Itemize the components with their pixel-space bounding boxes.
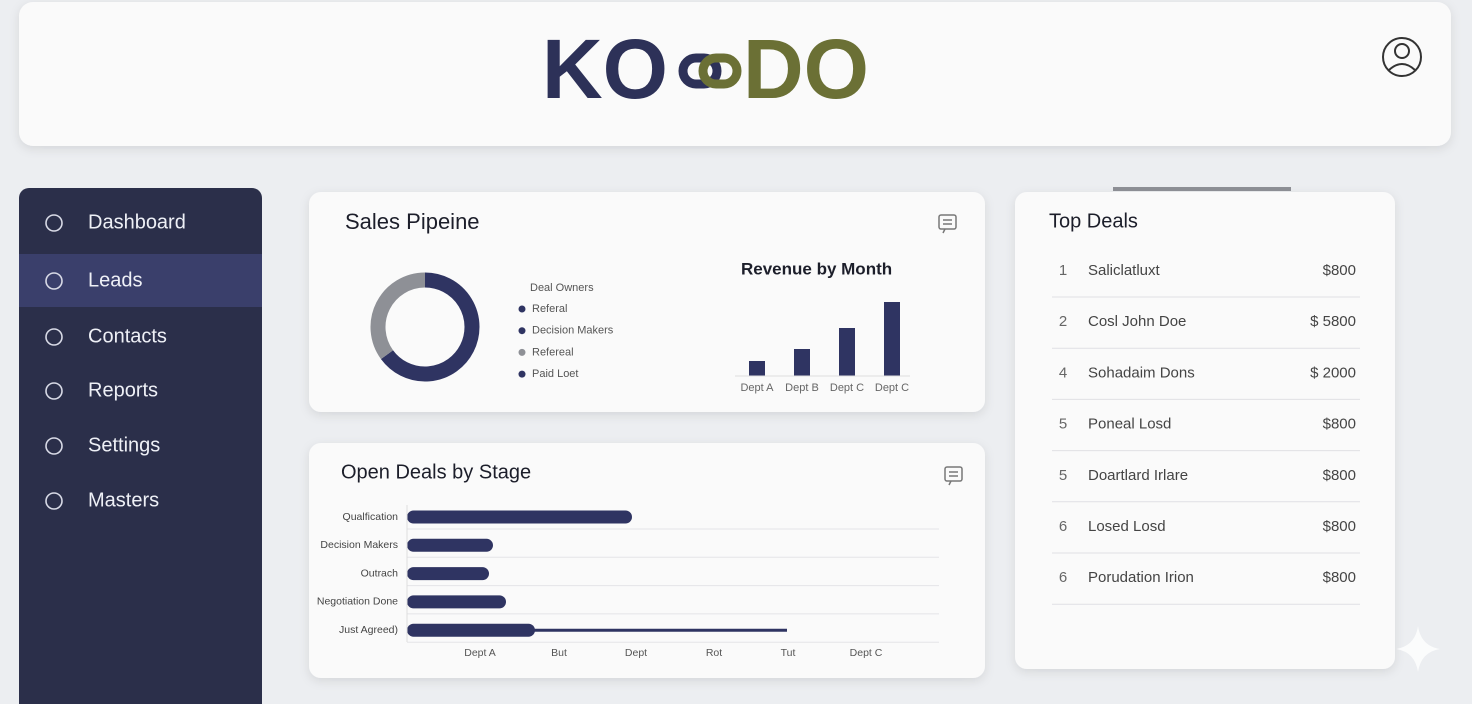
deal-rank: 4: [1059, 364, 1067, 381]
deal-amount: $800: [1323, 518, 1356, 535]
deal-rank: 5: [1059, 416, 1067, 433]
bar: [794, 349, 810, 376]
y-tick-label: Negotiation Done: [317, 596, 398, 608]
nav-icon: [45, 328, 63, 346]
card-title: Open Deals by Stage: [341, 461, 531, 483]
y-tick-label: Decision Makers: [320, 539, 398, 551]
legend-dot: [518, 305, 526, 313]
deal-name[interactable]: Sohadaim Dons: [1088, 364, 1195, 381]
deal-name[interactable]: Poneal Losd: [1088, 416, 1171, 433]
legend-item: Paid Loet: [532, 368, 578, 380]
deal-name[interactable]: Porudation Irion: [1088, 569, 1194, 586]
nav-icon: [45, 492, 63, 510]
open-deals-card: [309, 443, 985, 678]
x-tick-label: Dept C: [850, 647, 883, 659]
deal-amount: $ 2000: [1310, 364, 1356, 381]
x-tick-label: Tut: [781, 647, 796, 659]
legend-item: Referal: [532, 303, 567, 315]
bar: [884, 302, 900, 376]
bar: [407, 510, 632, 524]
bar: [407, 595, 506, 609]
x-tick-label: Dept A: [464, 647, 496, 659]
top-deals-card: [1015, 192, 1395, 669]
logo-left: KO: [542, 22, 668, 116]
deal-name[interactable]: Cosl John Doe: [1088, 313, 1186, 330]
deal-rank: 6: [1059, 518, 1067, 535]
deal-rank: 6: [1059, 569, 1067, 586]
comment-icon[interactable]: [944, 466, 963, 486]
sidebar: [19, 188, 262, 704]
nav-icon: [45, 382, 63, 400]
nav-item[interactable]: Reports: [88, 379, 158, 401]
card-title: Top Deals: [1049, 210, 1138, 232]
deal-amount: $ 5800: [1310, 313, 1356, 330]
deal-rank: 2: [1059, 313, 1067, 330]
nav-item[interactable]: Leads: [88, 269, 143, 291]
bar: [749, 361, 765, 376]
legend-dot: [518, 348, 526, 356]
deal-name[interactable]: Doartlard Irlare: [1088, 467, 1188, 484]
deal-name[interactable]: Saliclatluxt: [1088, 262, 1161, 279]
bar: [407, 567, 489, 581]
y-tick-label: Outrach: [361, 567, 399, 579]
deal-amount: $800: [1323, 467, 1356, 484]
deal-name[interactable]: Losed Losd: [1088, 518, 1166, 535]
sales-pipeline-card: [309, 192, 985, 412]
x-tick-label: Dept C: [875, 382, 909, 394]
nav-item[interactable]: Dashboard: [88, 211, 186, 233]
scroll-indicator: [1113, 187, 1291, 191]
legend-title: Deal Owners: [530, 282, 594, 294]
x-tick-label: Dept C: [830, 382, 864, 394]
deal-amount: $800: [1323, 416, 1356, 433]
bar: [407, 538, 493, 552]
comment-icon[interactable]: [938, 214, 957, 234]
y-tick-label: Just Agreed): [339, 624, 398, 636]
x-tick-label: But: [551, 647, 567, 659]
nav-item[interactable]: Contacts: [88, 325, 167, 347]
chart-title: Revenue by Month: [741, 259, 892, 278]
legend-dot: [518, 370, 526, 378]
legend-item: Refereal: [532, 346, 574, 358]
y-tick-label: Qualfication: [343, 511, 399, 523]
deal-rank: 5: [1059, 467, 1067, 484]
x-tick-label: Rot: [706, 647, 722, 659]
nav-active: [19, 254, 262, 307]
deal-amount: $800: [1323, 569, 1356, 586]
x-tick-label: Dept: [625, 647, 647, 659]
nav-icon: [45, 437, 63, 455]
logo-right: DO: [743, 22, 869, 116]
nav-icon: [45, 214, 63, 232]
profile-icon[interactable]: [1382, 37, 1422, 77]
sparkle: [1396, 626, 1440, 672]
x-tick-label: Dept A: [740, 382, 774, 394]
legend-item: Decision Makers: [532, 325, 614, 337]
deal-rank: 1: [1059, 262, 1067, 279]
bar: [839, 328, 855, 376]
legend-dot: [518, 327, 526, 335]
x-tick-label: Dept B: [785, 382, 819, 394]
logo-link: [678, 53, 742, 89]
nav-item[interactable]: Settings: [88, 434, 160, 456]
donut-segment: [370, 272, 426, 360]
nav-icon: [45, 272, 63, 290]
deal-amount: $800: [1323, 262, 1356, 279]
donut-segment: [380, 272, 480, 382]
nav-item[interactable]: Masters: [88, 489, 159, 511]
card-title: Sales Pipeine: [345, 209, 480, 234]
